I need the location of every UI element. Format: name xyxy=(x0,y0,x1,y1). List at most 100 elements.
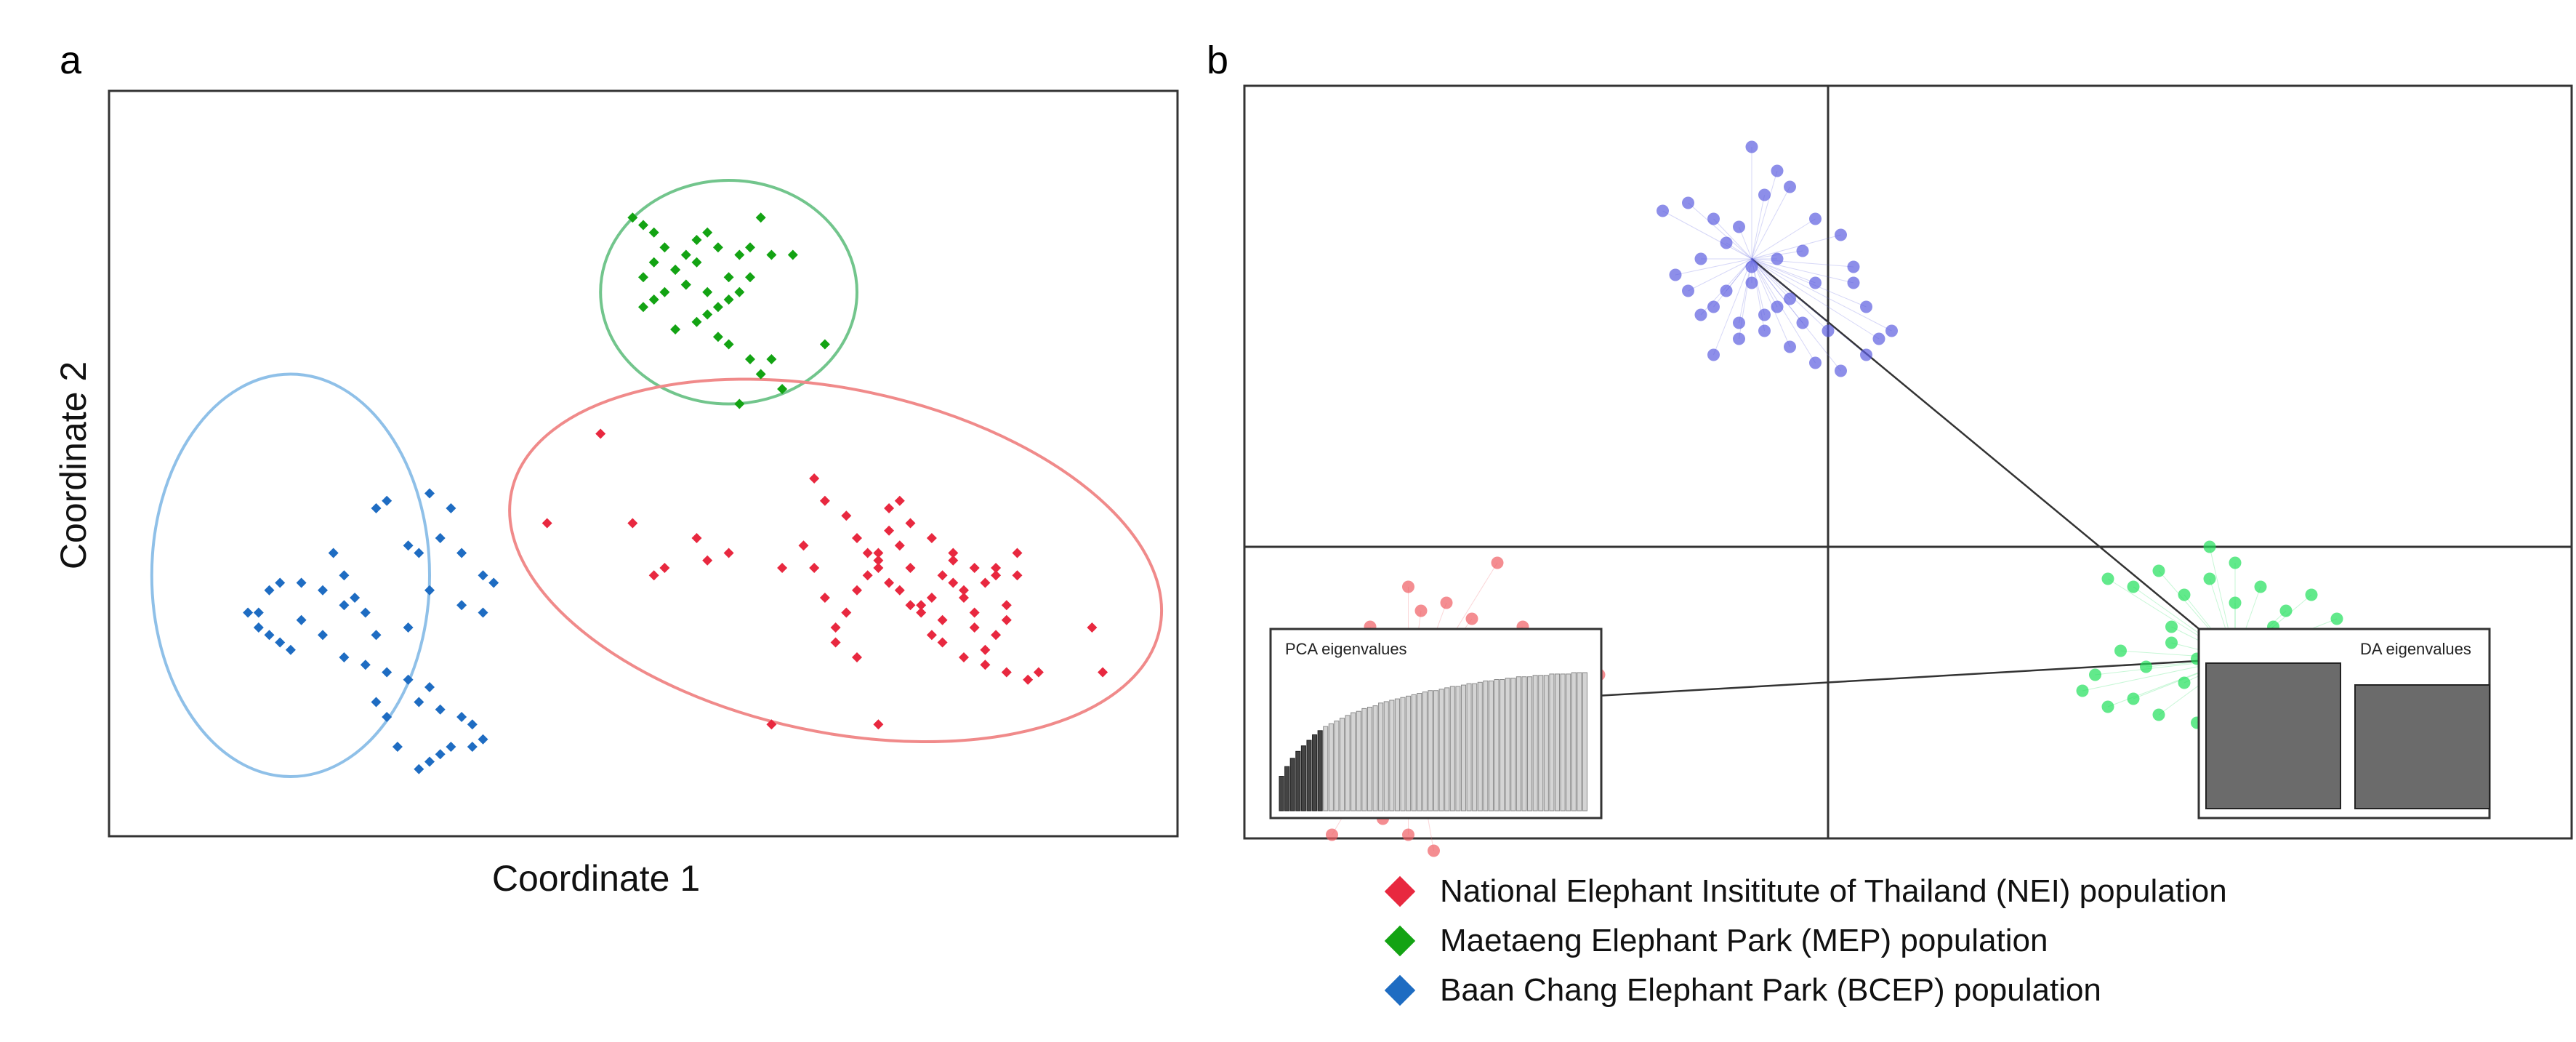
point-mep xyxy=(734,249,745,260)
point-bcep xyxy=(403,540,414,551)
pca-bar xyxy=(1361,708,1367,811)
point-bcep xyxy=(339,600,350,611)
point-spoke xyxy=(1662,210,1752,260)
pca-bar xyxy=(1328,723,1334,811)
pca-bar xyxy=(1289,758,1295,811)
pca-bar xyxy=(1306,740,1312,811)
point-nei xyxy=(852,585,862,596)
point-nei xyxy=(991,563,1002,573)
y-axis-title: Coordinate 2 xyxy=(53,361,94,569)
point-nei xyxy=(894,585,905,596)
point-mep xyxy=(723,272,734,283)
point-mep xyxy=(702,227,713,238)
point-mep xyxy=(659,242,670,253)
point-nei xyxy=(809,563,820,573)
centroid-link xyxy=(1751,258,2236,660)
point-bcep xyxy=(446,742,456,752)
point-mep xyxy=(2089,668,2101,681)
pca-bar xyxy=(1494,679,1500,811)
pca-bar xyxy=(1284,766,1290,811)
point-nei xyxy=(916,607,927,618)
point-nei xyxy=(959,585,969,596)
point-bcep xyxy=(1682,284,1694,297)
point-bcep xyxy=(435,704,446,715)
point-mep xyxy=(659,286,670,297)
point-bcep xyxy=(1745,140,1758,153)
pca-bar xyxy=(1516,676,1521,811)
point-nei xyxy=(1402,828,1414,841)
point-nei xyxy=(702,555,713,566)
legend-label-bcep: Baan Chang Elephant Park (BCEP) populati… xyxy=(1440,972,2101,1008)
point-nei xyxy=(1001,667,1012,678)
point-nei xyxy=(595,428,606,439)
point-bcep xyxy=(339,570,350,581)
pca-bar xyxy=(1532,675,1538,811)
point-bcep xyxy=(1784,180,1796,193)
pca-bar xyxy=(1538,675,1544,811)
point-nei xyxy=(1440,596,1453,609)
point-bcep xyxy=(264,630,275,641)
point-nei xyxy=(819,495,830,506)
point-mep xyxy=(702,286,713,297)
point-mep xyxy=(745,272,755,283)
point-mep xyxy=(2178,588,2191,601)
point-mep xyxy=(680,249,691,260)
point-bcep xyxy=(414,764,424,774)
point-mep xyxy=(670,265,681,275)
point-bcep xyxy=(467,742,478,752)
point-bcep xyxy=(488,577,499,588)
point-bcep xyxy=(1707,300,1720,313)
point-bcep xyxy=(1745,276,1758,289)
point-nei xyxy=(862,548,873,558)
point-bcep xyxy=(467,719,478,730)
point-mep xyxy=(745,354,755,364)
point-mep xyxy=(2305,588,2318,601)
point-bcep xyxy=(1860,348,1872,361)
point-bcep xyxy=(1809,276,1822,289)
point-nei xyxy=(926,533,937,543)
point-nei xyxy=(969,563,980,573)
da-inset-title: DA eigenvalues xyxy=(2360,640,2471,658)
point-mep xyxy=(2229,556,2242,569)
pca-bar xyxy=(1406,695,1412,811)
pca-bar xyxy=(1378,702,1384,811)
pca-bar xyxy=(1449,686,1455,811)
point-mep xyxy=(766,249,777,260)
point-bcep xyxy=(456,600,467,611)
legend-item-bcep: Baan Chang Elephant Park (BCEP) populati… xyxy=(1384,966,2227,1015)
pca-bar xyxy=(1312,734,1318,811)
pca-bar xyxy=(1389,700,1395,811)
point-bcep xyxy=(403,674,414,685)
point-mep xyxy=(819,339,830,350)
point-mep xyxy=(691,235,702,245)
point-nei xyxy=(894,540,905,551)
point-nei xyxy=(648,570,659,581)
point-bcep xyxy=(1847,260,1860,273)
point-bcep xyxy=(478,607,488,618)
point-bcep xyxy=(253,622,264,633)
point-nei xyxy=(1001,600,1012,611)
point-nei xyxy=(1012,548,1023,558)
pca-bar xyxy=(1444,687,1450,811)
point-bcep xyxy=(392,742,403,752)
point-nei xyxy=(884,525,895,536)
point-mep xyxy=(745,242,755,253)
da-bar xyxy=(2354,684,2490,809)
pca-bar xyxy=(1383,701,1389,811)
point-bcep xyxy=(424,682,435,692)
point-bcep xyxy=(382,495,393,506)
point-spoke xyxy=(1751,258,1816,284)
point-bcep xyxy=(1669,268,1682,281)
mep-diamond-icon xyxy=(1384,925,1416,957)
pca-bar xyxy=(1466,683,1472,811)
point-mep xyxy=(2203,572,2216,585)
point-nei xyxy=(798,540,809,551)
point-bcep xyxy=(1872,332,1885,345)
point-spoke xyxy=(1751,258,1841,372)
point-spoke xyxy=(1751,258,1816,364)
point-mep xyxy=(691,316,702,327)
pca-bar xyxy=(1372,705,1378,811)
point-bcep xyxy=(339,652,350,662)
pca-bar xyxy=(1460,684,1467,811)
point-nei xyxy=(926,630,937,641)
